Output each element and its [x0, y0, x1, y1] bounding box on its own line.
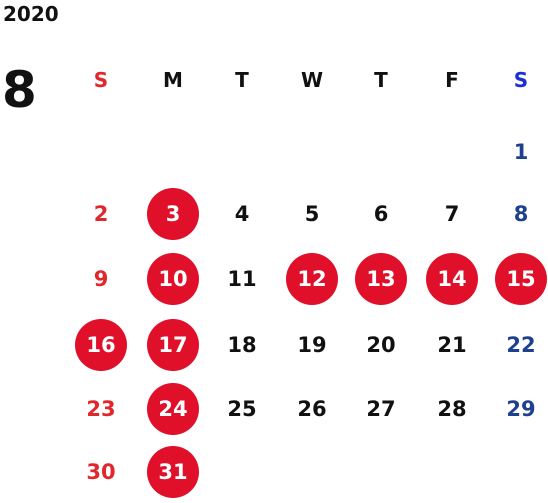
calendar-day[interactable]: 21	[437, 333, 467, 357]
calendar-day[interactable]: 26	[297, 397, 327, 421]
weekday-header: S	[93, 68, 109, 92]
weekday-header: T	[374, 68, 388, 92]
calendar-day[interactable]: 2	[93, 202, 109, 226]
weekday-header: W	[300, 68, 324, 92]
calendar-day[interactable]: 25	[227, 397, 257, 421]
calendar-day[interactable]: 23	[86, 397, 116, 421]
calendar-day-highlighted[interactable]: 14	[426, 253, 478, 305]
calendar-day[interactable]: 22	[506, 333, 536, 357]
calendar-day[interactable]: 20	[366, 333, 396, 357]
year-label: 2020	[3, 2, 59, 26]
calendar-day-highlighted[interactable]: 16	[75, 319, 127, 371]
weekday-header: S	[513, 68, 529, 92]
month-number: 8	[2, 61, 37, 119]
calendar-day[interactable]: 19	[297, 333, 327, 357]
calendar-day[interactable]: 28	[437, 397, 467, 421]
calendar-day-highlighted[interactable]: 31	[147, 446, 199, 498]
calendar-day[interactable]: 29	[506, 397, 536, 421]
calendar-day[interactable]: 9	[93, 267, 109, 291]
calendar-day[interactable]: 4	[234, 202, 250, 226]
weekday-header: T	[235, 68, 249, 92]
calendar-day-highlighted[interactable]: 12	[286, 253, 338, 305]
calendar-day[interactable]: 11	[227, 267, 257, 291]
calendar-day-highlighted[interactable]: 17	[147, 319, 199, 371]
calendar-day[interactable]: 27	[366, 397, 396, 421]
calendar-day[interactable]: 7	[444, 202, 460, 226]
weekday-header: F	[445, 68, 459, 92]
weekday-header: M	[163, 68, 183, 92]
calendar-day[interactable]: 8	[513, 202, 529, 226]
calendar-day-highlighted[interactable]: 10	[147, 253, 199, 305]
calendar-day-highlighted[interactable]: 13	[355, 253, 407, 305]
calendar-day-highlighted[interactable]: 15	[495, 253, 547, 305]
calendar-day[interactable]: 6	[373, 202, 389, 226]
calendar-day[interactable]: 30	[86, 460, 116, 484]
calendar-day-highlighted[interactable]: 24	[147, 383, 199, 435]
calendar-day[interactable]: 5	[304, 202, 320, 226]
calendar-day[interactable]: 18	[227, 333, 257, 357]
calendar-day-highlighted[interactable]: 3	[147, 188, 199, 240]
calendar-day[interactable]: 1	[513, 140, 529, 164]
